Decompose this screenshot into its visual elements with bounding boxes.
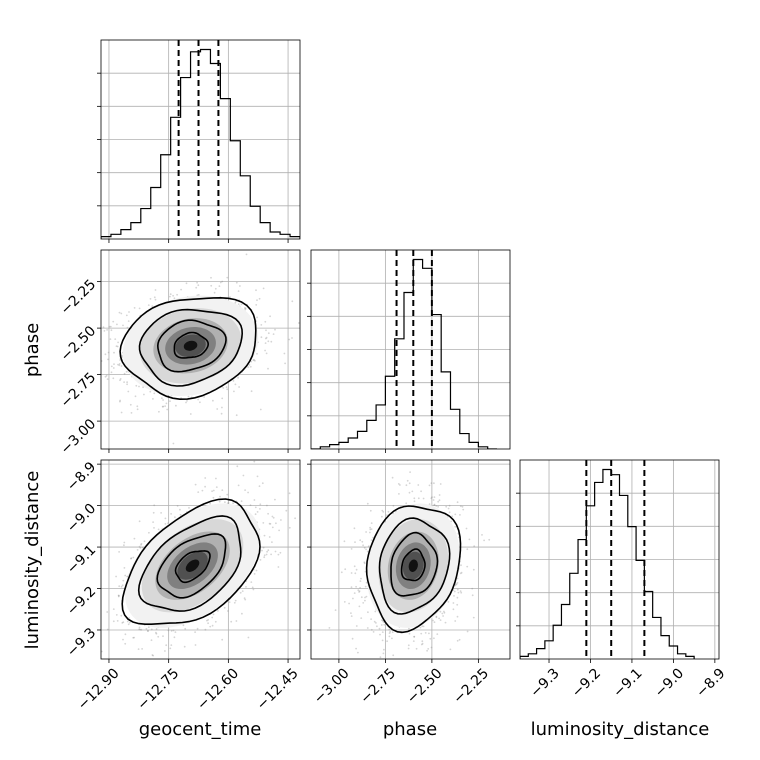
contour-level-0	[174, 550, 211, 584]
y-tick-label-phase: −2.50	[58, 323, 100, 365]
panel-frame	[100, 459, 301, 660]
histogram-luminosity-distance	[516, 459, 720, 663]
x-tick-label-luminosity-distance: −9.3	[527, 665, 562, 700]
contour-level-2	[137, 515, 242, 612]
contour-level-3	[119, 296, 257, 401]
contour-level-2	[378, 517, 451, 615]
x-tick-label-geocent-time: −12.60	[194, 665, 242, 713]
density-shade	[408, 559, 418, 572]
histogram-steps-geocent-time	[101, 48, 300, 239]
x-tick-label-phase: −2.50	[404, 665, 446, 707]
panel-frame	[100, 249, 301, 450]
y-tick-label-luminosity-distance: −8.9	[64, 459, 99, 494]
scatter-panel-geocent-time-vs-luminosity-distance	[97, 459, 301, 663]
x-tick-label-phase: −3.00	[311, 665, 353, 707]
scatter-panel-phase-vs-luminosity-distance	[307, 459, 511, 663]
contour-level-1	[390, 531, 439, 597]
y-tick-label-luminosity-distance: −9.2	[64, 584, 99, 619]
contour-level-3	[365, 505, 462, 634]
x-tick-label-luminosity-distance: −9.2	[569, 665, 604, 700]
density-shade	[185, 559, 200, 572]
x-axis-label-luminosity-distance: luminosity_distance	[531, 719, 710, 740]
x-tick-label-geocent-time: −12.90	[75, 665, 123, 713]
x-tick-label-luminosity-distance: −9.0	[652, 665, 687, 700]
contour-level-2	[138, 308, 244, 387]
contour-level-1	[156, 533, 227, 599]
y-tick-label-luminosity-distance: −9.0	[64, 501, 99, 536]
x-tick-label-phase: −2.75	[357, 665, 399, 707]
y-axis-label-phase: phase	[22, 323, 43, 377]
x-axis-label-phase: phase	[383, 719, 437, 740]
contour-level-0	[400, 548, 426, 582]
panel-frame	[310, 249, 511, 450]
panel-frame	[100, 39, 301, 240]
panel-frame	[519, 459, 720, 660]
histogram-geocent-time	[97, 39, 301, 243]
histogram-phase	[307, 249, 511, 453]
density-shade	[183, 340, 198, 351]
x-tick-label-geocent-time: −12.45	[254, 665, 302, 713]
y-tick-label-luminosity-distance: −9.1	[64, 542, 99, 577]
y-tick-label-phase: −3.00	[58, 416, 100, 458]
histogram-steps-phase	[311, 258, 497, 449]
y-axis-label-luminosity-distance: luminosity_distance	[22, 471, 43, 650]
x-axis-label-geocent-time: geocent_time	[139, 719, 262, 740]
x-tick-label-geocent-time: −12.75	[134, 665, 182, 713]
contour-level-1	[156, 319, 227, 373]
x-tick-label-luminosity-distance: −9.1	[610, 665, 645, 700]
panel-frame	[310, 459, 511, 660]
histogram-steps-luminosity-distance	[520, 468, 695, 659]
y-tick-label-phase: −2.25	[58, 277, 100, 319]
y-tick-label-phase: −2.75	[58, 370, 100, 412]
scatter-panel-geocent-time-vs-phase	[97, 249, 301, 453]
contour-level-3	[121, 498, 261, 625]
contour-level-0	[173, 331, 210, 359]
y-tick-label-luminosity-distance: −9.3	[64, 625, 99, 660]
x-tick-label-luminosity-distance: −8.9	[693, 665, 728, 700]
x-tick-label-phase: −2.25	[450, 665, 492, 707]
